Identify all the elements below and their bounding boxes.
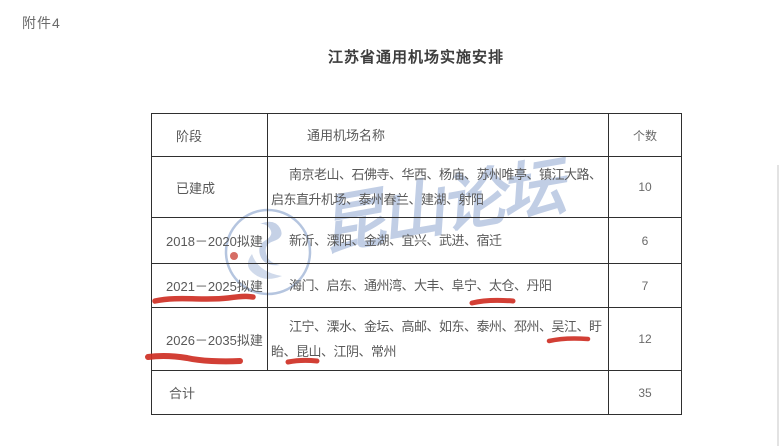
stage-2021-2025: 2021－2025拟建 (151, 263, 268, 308)
page-title: 江苏省通用机场实施安排 (327, 49, 504, 66)
stage-2026-2035: 2026－2035拟建 (151, 307, 268, 371)
attachment-label: 附件4 (22, 15, 61, 31)
count-2026-2035: 12 (608, 307, 682, 371)
stage-built: 已建成 (151, 156, 268, 218)
names-built: 南京老山、石佛寺、华西、杨庙、苏州唯亭、镇江大路、启东直升机场、泰州春兰、建湖、… (267, 156, 609, 218)
scan-edge-artifact (777, 165, 779, 446)
stage-2018-2020: 2018－2020拟建 (151, 217, 268, 264)
names-2021-2025: 海门、启东、通州湾、大丰、阜宁、太仓、丹阳 (267, 263, 609, 308)
count-2018-2020: 6 (608, 217, 682, 264)
airport-schedule-table: 阶段 通用机场名称 个数 已建成 南京老山、石佛寺、华西、杨庙、苏州唯亭、镇江大… (151, 113, 682, 415)
header-names: 通用机场名称 (267, 113, 609, 157)
table-row: 2018－2020拟建 新沂、溧阳、金湖、宜兴、武进、宿迁 6 (151, 217, 682, 264)
count-2021-2025: 7 (608, 263, 682, 308)
total-count: 35 (608, 370, 682, 415)
table-row: 2021－2025拟建 海门、启东、通州湾、大丰、阜宁、太仓、丹阳 7 (151, 263, 682, 308)
header-stage: 阶段 (151, 113, 268, 157)
table-row: 2026－2035拟建 江宁、溧水、金坛、高邮、如东、泰州、邳州、吴江、盱眙、昆… (151, 307, 682, 371)
names-2026-2035: 江宁、溧水、金坛、高邮、如东、泰州、邳州、吴江、盱眙、昆山、江阴、常州 (267, 307, 609, 371)
count-built: 10 (608, 156, 682, 218)
names-2018-2020: 新沂、溧阳、金湖、宜兴、武进、宿迁 (267, 217, 609, 264)
header-count: 个数 (608, 113, 682, 157)
table-total-row: 合计 35 (151, 370, 682, 415)
total-label: 合计 (151, 370, 609, 415)
table-header-row: 阶段 通用机场名称 个数 (151, 113, 682, 157)
table-row: 已建成 南京老山、石佛寺、华西、杨庙、苏州唯亭、镇江大路、启东直升机场、泰州春兰… (151, 156, 682, 218)
